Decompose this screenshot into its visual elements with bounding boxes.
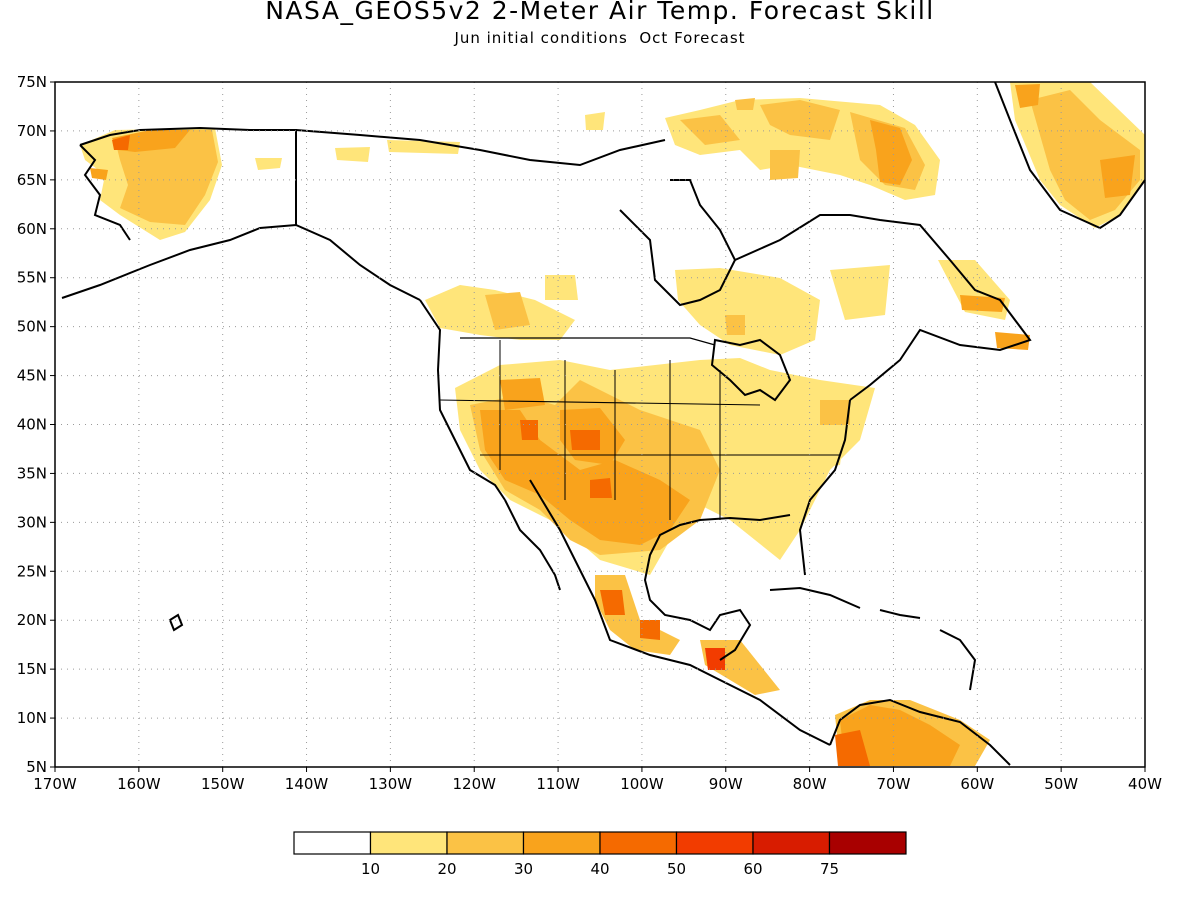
- legend-label: 40: [590, 860, 609, 878]
- lat-tick-label: 60N: [17, 220, 47, 238]
- lat-tick-label: 25N: [17, 562, 47, 580]
- legend-label: 10: [361, 860, 380, 878]
- legend-label: 30: [514, 860, 533, 878]
- lat-tick-label: 10N: [17, 709, 47, 727]
- lon-tick-label: 60W: [960, 775, 994, 793]
- legend-swatch: [675, 831, 754, 855]
- lat-tick-label: 55N: [17, 269, 47, 287]
- lon-tick-label: 150W: [201, 775, 245, 793]
- legend-swatch: [828, 831, 907, 855]
- lat-tick-label: 20N: [17, 611, 47, 629]
- legend-swatch: [752, 831, 831, 855]
- axis-ticks: 5N 10N 15N 20N 25N 30N 35N 40N 45N 50N 55N 60N 65N 70…: [17, 73, 1162, 793]
- lon-tick-label: 50W: [1044, 775, 1078, 793]
- lon-tick-label: 110W: [536, 775, 580, 793]
- skill-shading: [80, 82, 1145, 766]
- legend-label: 20: [437, 860, 456, 878]
- lat-tick-label: 5N: [26, 758, 47, 776]
- lat-tick-label: 70N: [17, 122, 47, 140]
- legend-swatch: [446, 831, 525, 855]
- map-subtitle: Jun initial conditions Oct Forecast: [454, 29, 746, 47]
- lon-tick-label: 170W: [33, 775, 77, 793]
- legend-swatch: [522, 831, 601, 855]
- lat-tick-label: 15N: [17, 660, 47, 678]
- lon-tick-label: 140W: [285, 775, 329, 793]
- lat-tick-label: 50N: [17, 318, 47, 336]
- lon-tick-label: 100W: [620, 775, 664, 793]
- lat-tick-label: 75N: [17, 73, 47, 91]
- color-legend: 10 20 30 40 50 60 75: [293, 831, 907, 878]
- lat-tick-label: 65N: [17, 171, 47, 189]
- lon-tick-label: 130W: [369, 775, 413, 793]
- lon-tick-label: 160W: [117, 775, 161, 793]
- legend-swatch: [599, 831, 678, 855]
- lon-tick-label: 40W: [1128, 775, 1162, 793]
- legend-swatch: [369, 831, 448, 855]
- lon-tick-label: 70W: [877, 775, 911, 793]
- coastlines: [61, 81, 1146, 766]
- lon-tick-label: 120W: [452, 775, 496, 793]
- legend-label: 50: [667, 860, 686, 878]
- legend-swatch: [293, 831, 372, 855]
- lon-tick-label: 80W: [793, 775, 827, 793]
- map-plot-area: [54, 81, 1146, 768]
- lon-tick-label: 90W: [709, 775, 743, 793]
- lat-tick-label: 30N: [17, 513, 47, 531]
- lat-tick-label: 45N: [17, 367, 47, 385]
- lat-tick-label: 40N: [17, 416, 47, 434]
- legend-label: 75: [820, 860, 839, 878]
- lat-tick-label: 35N: [17, 464, 47, 482]
- legend-label: 60: [743, 860, 762, 878]
- map-gridlines: [55, 82, 1145, 767]
- map-title: NASA_GEOS5v2 2-Meter Air Temp. Forecast …: [265, 0, 935, 25]
